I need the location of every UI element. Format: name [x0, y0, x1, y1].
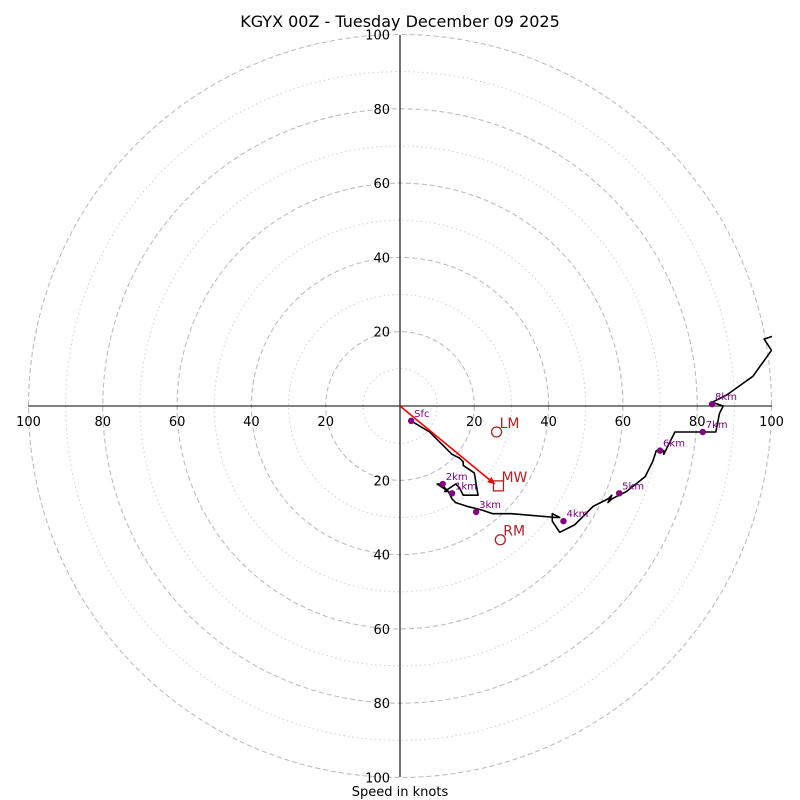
x-tick-label: 80	[95, 415, 112, 430]
height-marker-6km	[656, 447, 664, 454]
y-tick-label: 60	[373, 177, 390, 192]
height-marker-label: 1km	[455, 481, 477, 492]
x-tick-label: 100	[759, 415, 784, 430]
lm-label: LM	[500, 416, 520, 432]
y-tick-label: 20	[373, 474, 390, 489]
mw-marker	[492, 480, 505, 492]
rm-marker	[494, 534, 506, 546]
y-tick-label: 80	[373, 103, 390, 118]
y-tick-label: 80	[373, 697, 390, 712]
height-marker-label: 3km	[479, 500, 501, 511]
storm-motion-markers: LM MW RM	[490, 416, 528, 546]
x-tick-label: 60	[169, 415, 186, 430]
chart-title: KGYX 00Z - Tuesday December 09 2025	[240, 12, 560, 31]
height-marker-1km	[448, 490, 456, 497]
y-tick-label: 100	[365, 29, 390, 44]
height-marker-label: 2km	[446, 472, 468, 483]
x-axis-label: Speed in knots	[352, 785, 449, 800]
height-marker-8km	[708, 400, 716, 408]
height-marker-label: 4km	[566, 509, 588, 520]
y-tick-label: 40	[373, 549, 390, 564]
height-marker-7km	[699, 428, 706, 436]
y-tick-label: 100	[365, 772, 390, 787]
x-tick-label: 40	[540, 415, 557, 430]
height-marker-label: Sfc	[414, 409, 429, 420]
x-tick-label: 80	[689, 415, 706, 430]
shear-vector-line	[399, 405, 496, 485]
height-marker-2km	[439, 480, 446, 488]
y-tick-label: 60	[373, 623, 390, 638]
tick-labels: 100 80 60 40 20 20 40 60 80 100 100 80 60 40 20 20 40 60 8…	[16, 29, 784, 787]
height-marker-sfc	[407, 417, 415, 425]
height-marker-label: 8km	[715, 392, 737, 403]
mw-label: MW	[501, 470, 527, 486]
height-marker-label: 6km	[663, 439, 685, 450]
rm-label: RM	[503, 524, 525, 540]
height-marker-label: 7km	[706, 420, 728, 431]
hodograph-series	[399, 335, 772, 534]
x-tick-label: 100	[16, 415, 41, 430]
lm-marker	[490, 426, 503, 438]
height-marker-5km	[615, 490, 623, 497]
y-tick-label: 40	[373, 251, 390, 266]
height-marker-label: 5km	[622, 481, 644, 492]
hodograph-line	[410, 335, 772, 534]
x-tick-label: 40	[243, 415, 260, 430]
height-marker-4km	[560, 517, 567, 525]
height-marker-3km	[472, 508, 480, 516]
x-tick-label: 20	[466, 415, 483, 430]
x-tick-label: 20	[317, 415, 334, 430]
x-tick-label: 60	[615, 415, 632, 430]
y-tick-label: 20	[373, 326, 390, 341]
